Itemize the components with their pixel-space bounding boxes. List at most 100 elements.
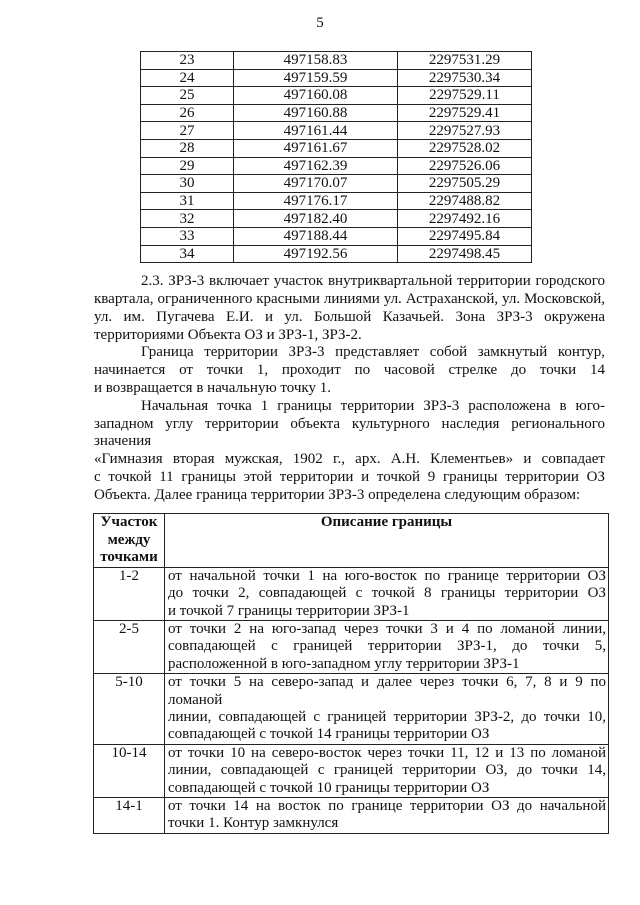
coord-x: 497176.17 [233,191,398,211]
coord-y: 2297530.34 [397,68,532,88]
table-row: 25 497160.08 2297529.11 [140,86,532,105]
header-line: Участок [100,514,158,531]
table-row: 29 497162.39 2297526.06 [140,156,532,176]
coord-x: 497162.39 [233,156,398,176]
segment-cell: 10-14 [93,743,165,798]
coord-y: 2297526.06 [397,156,532,176]
description-cell: от начальной точки 1 на юго-восток по гр… [164,566,609,621]
coord-x: 497158.83 [233,51,398,70]
segment-cell: 1-2 [93,566,165,621]
paragraph-line: квартала, ограниченного красными линиями… [94,290,605,307]
table-row: 33 497188.44 2297495.84 [140,226,532,246]
coord-x: 497170.07 [233,174,398,193]
segment-cell: 2-5 [93,619,165,675]
segment-cell: 14-1 [93,796,165,834]
coord-x: 497159.59 [233,68,398,88]
table-row: 34 497192.56 2297498.45 [140,244,532,264]
coord-y: 2297488.82 [397,191,532,211]
coord-x: 497182.40 [233,209,398,228]
table-row: 1-2 от начальной точки 1 на юго-восток по… [93,566,609,621]
coord-x: 497192.56 [233,244,398,264]
coord-y: 2297498.45 [397,244,532,264]
paragraph-line: Начальная точка 1 границы территории ЗРЗ… [141,397,605,414]
paragraph-line: «Гимназия вторая мужская, 1902 г., арх. … [94,451,605,468]
description-line: от начальной точки 1 на юго-восток по гр… [168,567,606,584]
description-cell: от точки 5 на северо-запад и далее через… [164,673,609,745]
paragraph-line: ул. им. Пугачева Е.И. и ул. Большой Каза… [94,308,605,325]
description-cell: от точки 10 на северо-восток через точки… [164,743,609,798]
paragraph: Граница территории ЗРЗ-3 представляет со… [94,344,605,397]
point-number: 23 [140,51,234,70]
coord-y: 2297527.93 [397,121,532,140]
table-row: 30 497170.07 2297505.29 [140,174,532,193]
paragraph-line: 2.3. ЗРЗ-3 включает участок внутрикварта… [141,273,605,290]
coord-x: 497160.08 [233,86,398,105]
header-line: точками [100,549,158,566]
body-text: 2.3. ЗРЗ-3 включает участок внутрикварта… [94,273,605,504]
description-line: точки 1. Контур замкнулся [168,815,339,832]
table-header-row: Участок между точками Описание границы [93,513,609,568]
table-row: 32 497182.40 2297492.16 [140,209,532,228]
header-description: Описание границы [164,513,609,568]
paragraph-line: начинается от точки 1, проходит по часов… [94,362,605,379]
description-line: до точки 2, совпадающей с точкой 8 грани… [168,585,606,602]
description-line: совпадающей с границей территории ЗРЗ-1,… [168,638,606,655]
boundary-description-table: Участок между точками Описание границы 1-2… [93,513,609,834]
point-number: 32 [140,209,234,228]
coord-y: 2297492.16 [397,209,532,228]
coord-x: 497188.44 [233,226,398,246]
description-line: от точки 14 на восток по границе террито… [168,797,606,814]
point-number: 30 [140,174,234,193]
table-row: 31 497176.17 2297488.82 [140,191,532,211]
description-cell: от точки 14 на восток по границе террито… [164,796,609,834]
point-number: 27 [140,121,234,140]
coord-y: 2297505.29 [397,174,532,193]
coord-x: 497160.88 [233,103,398,123]
coord-y: 2297495.84 [397,226,532,246]
table-row: 23 497158.83 2297531.29 [140,51,532,70]
paragraph-line: Объекта. Далее граница территории ЗРЗ-3 … [94,486,581,503]
point-number: 28 [140,138,234,158]
point-number: 34 [140,244,234,264]
coord-y: 2297528.02 [397,138,532,158]
point-number: 26 [140,103,234,123]
coord-x: 497161.67 [233,138,398,158]
paragraph-line: Граница территории ЗРЗ-3 представляет со… [141,344,605,361]
header-segment: Участок между точками [93,513,165,568]
table-row: 10-14 от точки 10 на северо-восток через … [93,743,609,798]
coord-x: 497161.44 [233,121,398,140]
table-row: 14-1 от точки 14 на восток по границе тер… [93,796,609,834]
point-number: 25 [140,86,234,105]
table-row: 24 497159.59 2297530.34 [140,68,532,88]
point-number: 31 [140,191,234,211]
description-line: и точкой 7 границы территории ЗРЗ-1 [168,602,410,619]
page-number: 5 [316,15,324,31]
page-content: 5 23 497158.83 2297531.29 24 497159.59 229753… [0,14,640,834]
table-row: 26 497160.88 2297529.41 [140,103,532,123]
table-row: 2-5 от точки 2 на юго-запад через точки 3… [93,619,609,675]
table-row: 27 497161.44 2297527.93 [140,121,532,140]
description-line: линии, совпадающей с границей территории… [168,762,606,779]
paragraph-line: территориями Объекта ОЗ и ЗРЗ-1, ЗРЗ-2. [94,326,362,343]
point-number: 29 [140,156,234,176]
coord-y: 2297529.11 [397,86,532,105]
coordinates-table: 23 497158.83 2297531.29 24 497159.59 2297530.… [140,51,532,264]
paragraph: 2.3. ЗРЗ-3 включает участок внутрикварта… [94,273,605,344]
description-line: от точки 2 на юго-запад через точки 3 и … [168,620,606,637]
paragraph-line: с точкой 11 границы этой территории и то… [94,468,605,485]
description-line: от точки 10 на северо-восток через точки… [168,744,606,761]
description-line: расположенной в юго-западном углу террит… [168,655,520,672]
description-line: от точки 5 на северо-запад и далее через… [168,674,606,708]
table-row: 28 497161.67 2297528.02 [140,138,532,158]
segment-cell: 5-10 [93,673,165,745]
point-number: 24 [140,68,234,88]
paragraph-line: западном углу территории объекта культур… [94,415,605,450]
point-number: 33 [140,226,234,246]
description-line: совпадающей с точкой 14 границы территор… [168,726,490,743]
paragraph-line: и возвращается в начальную точку 1. [94,379,331,396]
header-line: между [107,531,151,548]
table-row: 5-10 от точки 5 на северо-запад и далее ч… [93,673,609,745]
description-line: совпадающей с точкой 10 границы территор… [168,779,490,796]
description-line: линии, совпадающей с границей территории… [168,708,606,725]
coord-y: 2297529.41 [397,103,532,123]
